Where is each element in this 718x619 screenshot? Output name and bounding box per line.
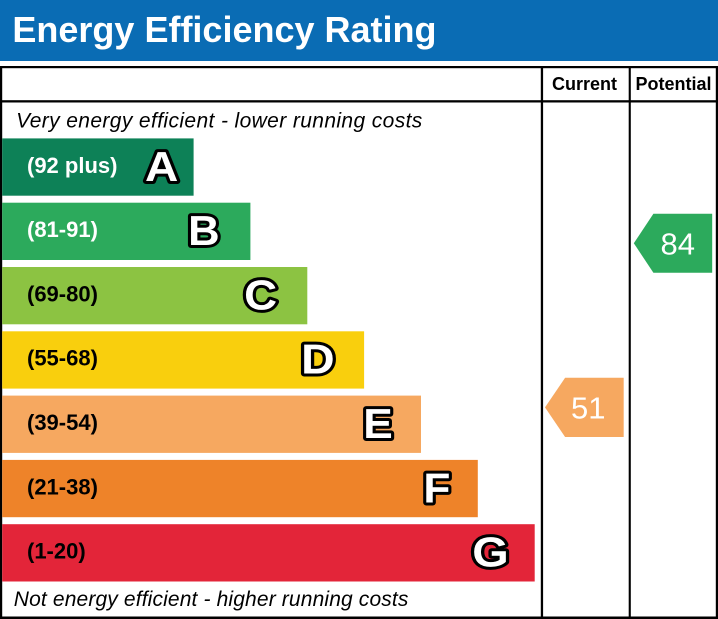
svg-text:(1-20): (1-20)	[27, 539, 86, 564]
svg-text:(92 plus): (92 plus)	[27, 153, 117, 178]
svg-text:B: B	[188, 207, 220, 254]
svg-text:Potential: Potential	[635, 74, 711, 94]
svg-text:(21-38): (21-38)	[27, 474, 98, 499]
svg-text:F: F	[423, 464, 450, 511]
svg-text:84: 84	[661, 226, 695, 261]
svg-text:(55-68): (55-68)	[27, 346, 98, 371]
svg-text:(81-91): (81-91)	[27, 217, 98, 242]
svg-text:Very energy efficient - lower: Very energy efficient - lower running co…	[16, 109, 423, 132]
svg-text:D: D	[301, 336, 335, 383]
svg-text:(69-80): (69-80)	[27, 281, 98, 306]
svg-text:C: C	[244, 271, 277, 318]
svg-text:Not energy efficient - higher: Not energy efficient - higher running co…	[14, 588, 409, 611]
svg-text:A: A	[145, 143, 178, 190]
svg-text:Energy Efficiency Rating: Energy Efficiency Rating	[12, 9, 436, 50]
svg-text:G: G	[472, 529, 509, 576]
svg-text:E: E	[363, 400, 393, 447]
svg-text:Current: Current	[552, 74, 617, 94]
svg-text:51: 51	[571, 390, 605, 425]
svg-text:(39-54): (39-54)	[27, 410, 98, 435]
